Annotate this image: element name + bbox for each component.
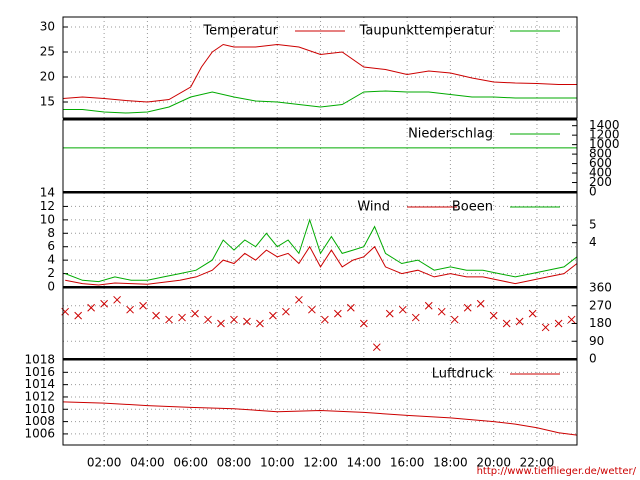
data-point <box>411 313 420 322</box>
data-point <box>554 319 563 328</box>
legend-label: Boeen <box>452 200 493 215</box>
data-point <box>113 295 121 304</box>
data-point <box>230 315 238 324</box>
x-tick-label: 10:00 <box>260 456 295 470</box>
y-tick-label: 25 <box>40 45 55 59</box>
data-point <box>476 299 485 308</box>
data-point <box>308 305 316 314</box>
y2-tick-label: 5 <box>589 218 597 232</box>
data-line <box>65 218 578 283</box>
x-tick-label: 22:00 <box>520 456 555 470</box>
legend-label: Wind <box>357 200 390 215</box>
data-point <box>334 309 342 318</box>
y-tick-label: 1018 <box>24 353 55 367</box>
data-point <box>126 305 134 314</box>
y-tick-label: 180 <box>589 316 612 330</box>
y-tick-label: 10 <box>40 212 55 226</box>
y-tick-label: 14 <box>40 186 55 200</box>
y-tick-label: 400 <box>589 166 612 180</box>
y-tick-label: 600 <box>589 156 612 170</box>
y-tick-label: 1400 <box>589 118 620 132</box>
y-tick-label: 1010 <box>24 402 55 416</box>
data-point <box>217 319 225 328</box>
data-point <box>398 305 407 314</box>
data-point <box>515 317 524 326</box>
data-point <box>450 315 459 324</box>
y-tick-label: 1012 <box>24 389 55 403</box>
data-point <box>191 309 199 318</box>
x-tick-label: 04:00 <box>130 456 165 470</box>
y-tick-label: 8 <box>47 226 55 240</box>
data-point <box>256 319 264 328</box>
y-tick-label: 1006 <box>24 426 55 440</box>
x-tick-label: 08:00 <box>217 456 252 470</box>
y-tick-label: 360 <box>589 281 612 295</box>
y-tick-label: 12 <box>40 199 55 213</box>
data-point <box>282 307 290 316</box>
y-tick-label: 200 <box>589 175 612 189</box>
y-tick-label: 0 <box>589 185 597 199</box>
data-point <box>204 315 212 324</box>
y-tick-label: 90 <box>589 334 604 348</box>
x-tick-label: 16:00 <box>390 456 425 470</box>
legend-label: Taupunkttemperatur <box>359 24 494 39</box>
legend-label: Temperatur <box>202 24 278 39</box>
y-tick-label: 1200 <box>589 128 620 142</box>
data-point <box>385 309 394 318</box>
y-tick-label: 4 <box>47 253 55 267</box>
legend-label: Luftdruck <box>432 367 494 382</box>
data-point <box>463 303 472 312</box>
y-tick-label: 15 <box>40 95 55 109</box>
data-point <box>359 319 368 328</box>
y-tick-label: 1008 <box>24 414 55 428</box>
data-point <box>139 301 147 310</box>
data-point <box>269 311 277 320</box>
data-point <box>87 303 95 312</box>
data-line <box>62 401 578 436</box>
data-point <box>528 309 537 318</box>
y-tick-label: 800 <box>589 147 612 161</box>
y-tick-label: 270 <box>589 298 612 312</box>
data-point <box>567 315 576 324</box>
data-point <box>321 315 329 324</box>
x-tick-label: 12:00 <box>303 456 338 470</box>
x-tick-label: 20:00 <box>476 456 511 470</box>
y-tick-label: 2 <box>47 266 55 280</box>
data-point <box>424 301 433 310</box>
footer-url: http://www.tiefflieger.de/wetter/ <box>477 466 637 477</box>
y-tick-label: 6 <box>47 239 55 253</box>
data-point <box>489 311 498 320</box>
data-point <box>165 315 173 324</box>
data-point <box>152 311 160 320</box>
data-point <box>178 313 186 322</box>
y-tick-label: 0 <box>589 352 597 366</box>
y-tick-label: 1014 <box>24 377 55 391</box>
x-tick-label: 02:00 <box>87 456 122 470</box>
data-point <box>100 299 108 308</box>
data-point <box>437 307 446 316</box>
data-point <box>372 343 381 352</box>
data-point <box>74 311 83 320</box>
legend-label: Niederschlag <box>408 127 493 142</box>
data-point <box>295 295 303 304</box>
data-line <box>63 90 577 114</box>
x-tick-label: 18:00 <box>433 456 468 470</box>
data-point <box>243 317 251 326</box>
data-point <box>541 323 550 332</box>
y-tick-label: 1016 <box>24 365 55 379</box>
data-point <box>502 319 511 328</box>
data-line <box>65 245 578 286</box>
y-tick-label: 20 <box>40 70 55 84</box>
data-point <box>346 303 355 312</box>
y-tick-label: 30 <box>40 20 55 34</box>
data-line <box>62 43 577 103</box>
y-tick-label: 0 <box>47 280 55 294</box>
x-tick-label: 06:00 <box>173 456 208 470</box>
x-tick-label: 14:00 <box>347 456 382 470</box>
y-tick-label: 1000 <box>589 137 620 151</box>
y2-tick-label: 4 <box>589 235 597 249</box>
